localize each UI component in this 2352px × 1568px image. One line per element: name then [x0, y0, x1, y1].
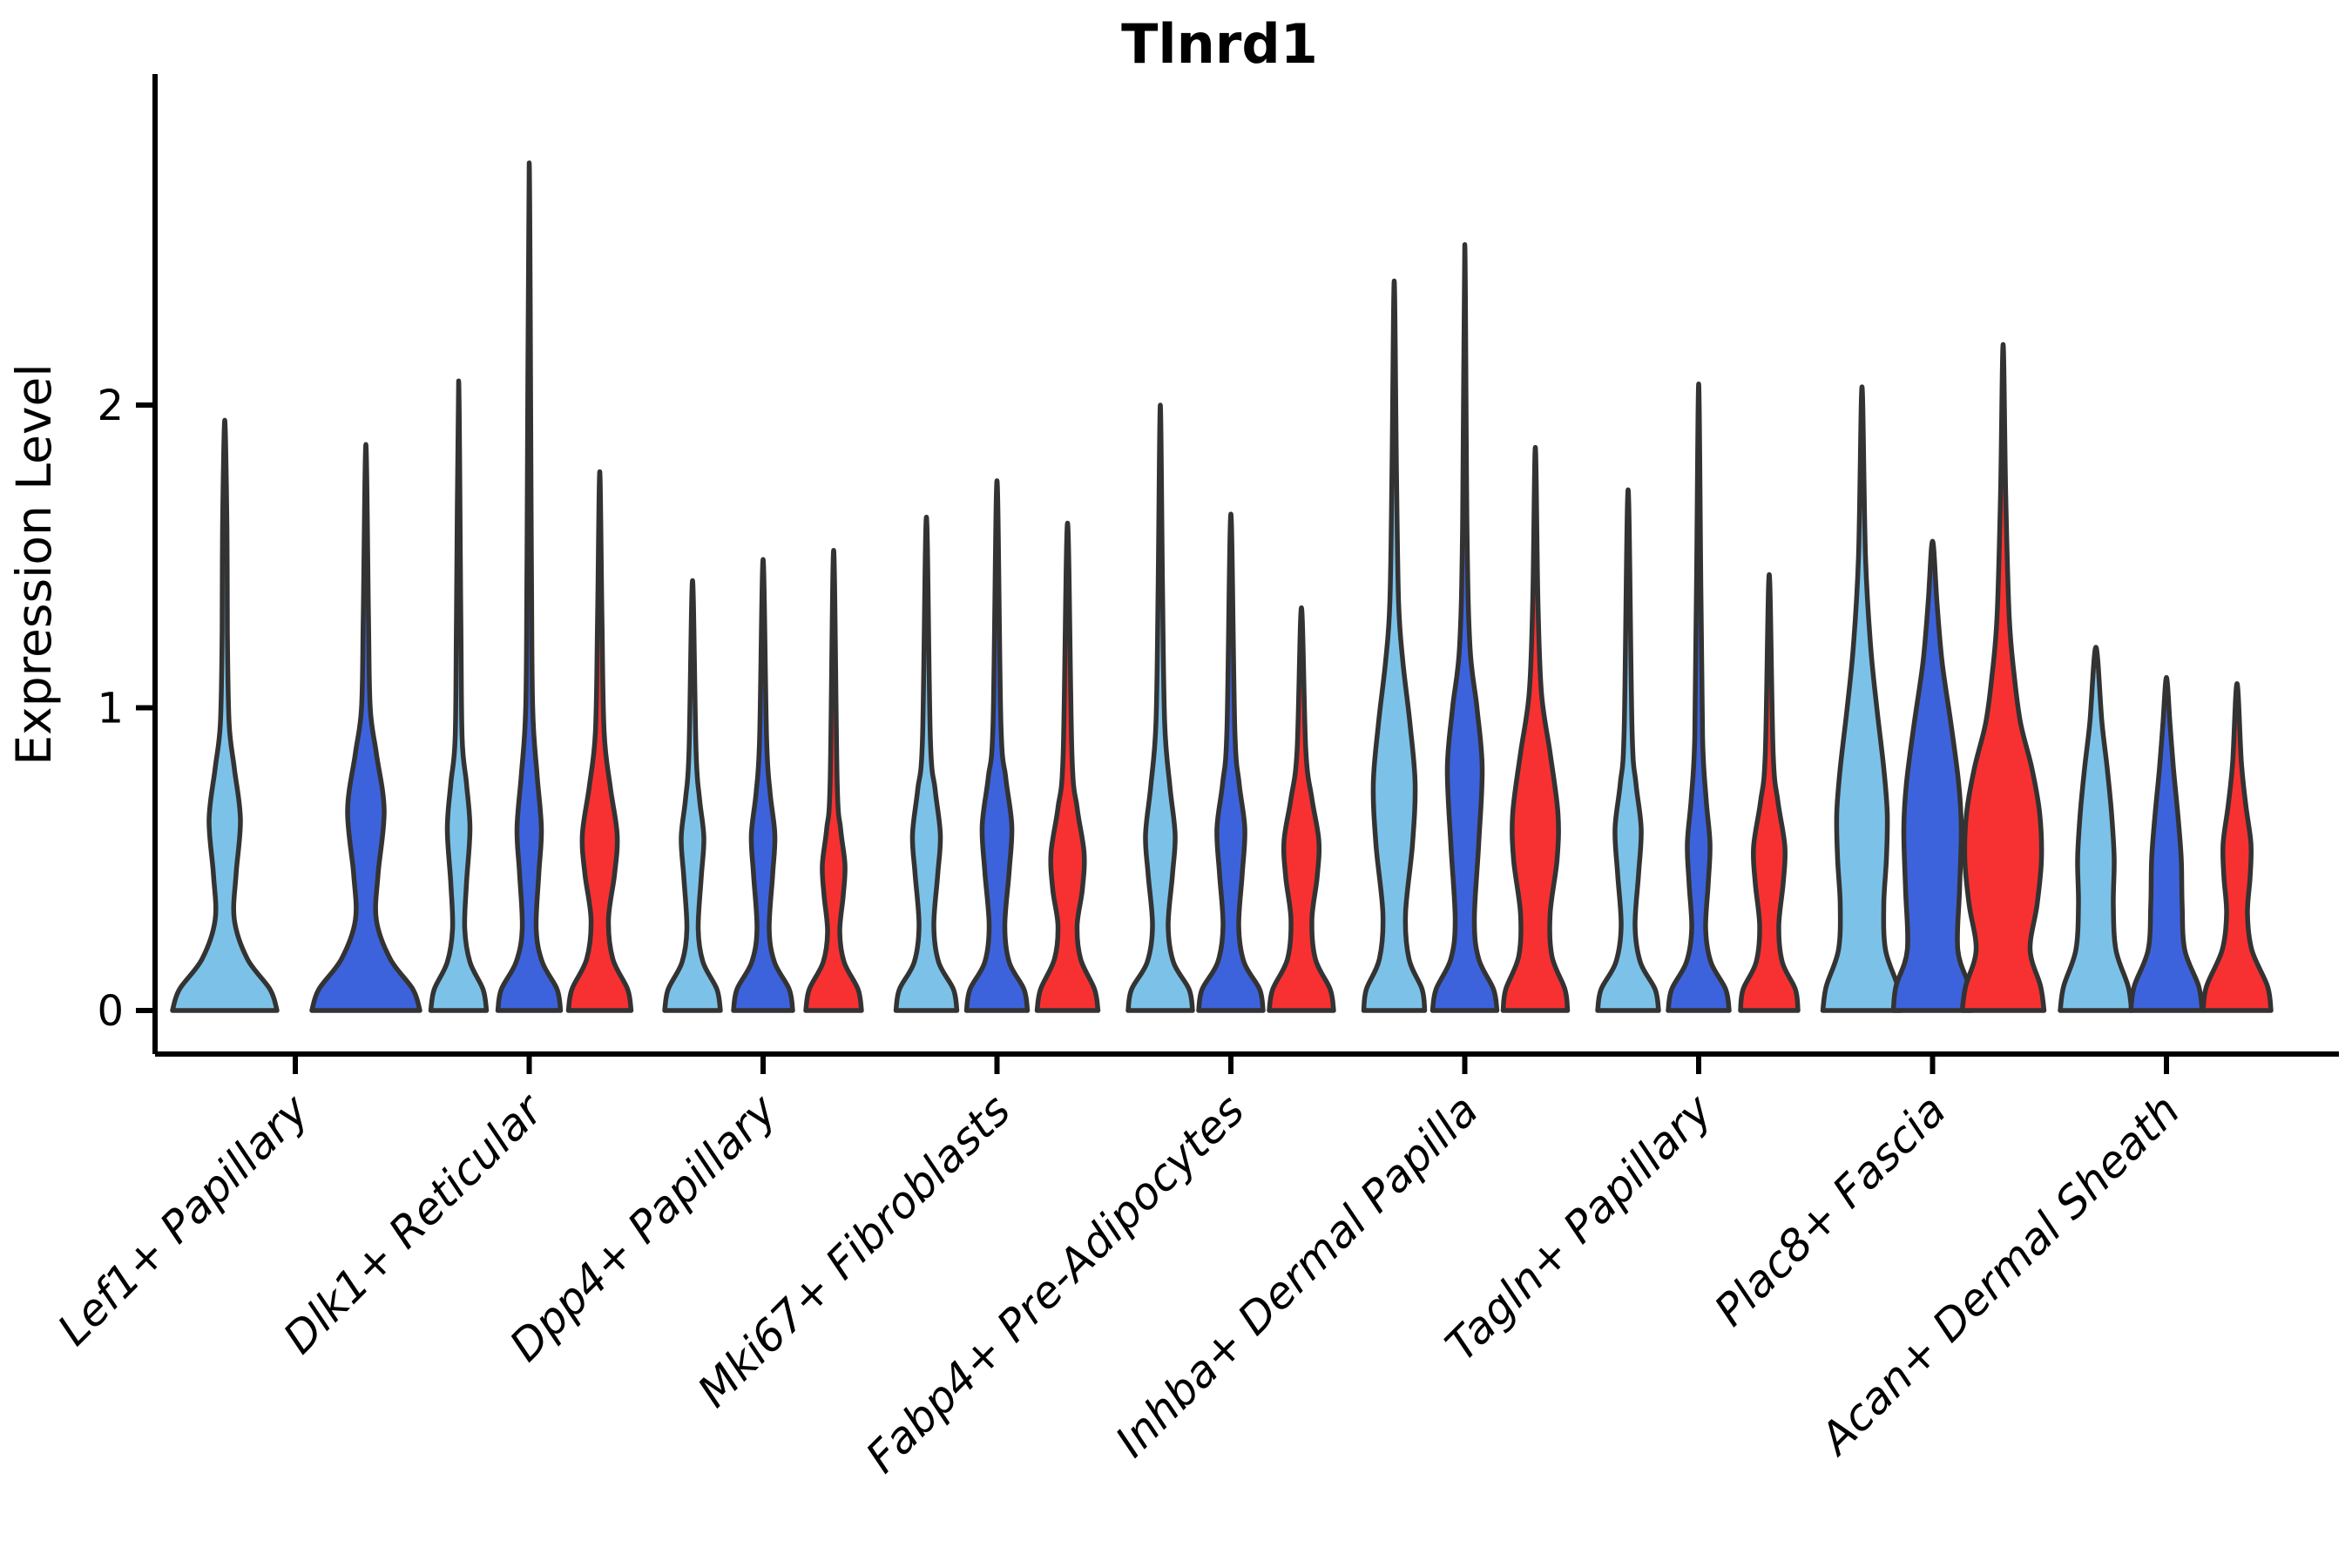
- violin-lightblue: [1820, 384, 1904, 1013]
- violin-lightblue: [1361, 278, 1428, 1013]
- violin-darkblue: [1890, 538, 1975, 1013]
- y-tick-label: 0: [97, 987, 124, 1036]
- violins-layer: [170, 160, 2274, 1013]
- violin-red: [1959, 341, 2047, 1013]
- violin-darkblue: [963, 478, 1031, 1013]
- violin-red: [1267, 605, 1336, 1013]
- x-tick-label: Lef1+ Papillary: [48, 1084, 319, 1355]
- violin-red: [1738, 571, 1801, 1013]
- violin-red: [565, 469, 634, 1013]
- violin-darkblue: [495, 160, 564, 1013]
- violin-darkblue: [1196, 511, 1266, 1013]
- violin-lightblue: [170, 417, 280, 1013]
- violin-red: [1500, 444, 1571, 1013]
- violin-darkblue: [731, 557, 795, 1013]
- chart-title: Tlnrd1: [1121, 12, 1318, 76]
- violin-lightblue: [1595, 487, 1661, 1013]
- violin-darkblue: [1666, 381, 1732, 1013]
- violin-red: [803, 548, 864, 1013]
- x-tick-label: Fabp4+ Pre-Adipocytes: [856, 1085, 1254, 1483]
- violin-lightblue: [1125, 402, 1195, 1013]
- y-axis-label: Expression Level: [6, 363, 62, 765]
- y-tick-label: 2: [97, 382, 124, 430]
- y-tick-label: 1: [97, 685, 124, 733]
- x-tick-label: Plac8+ Fascia: [1705, 1085, 1956, 1335]
- violin-lightblue: [428, 378, 490, 1013]
- violin-red: [1034, 520, 1101, 1013]
- violin-lightblue: [893, 514, 960, 1013]
- violin-lightblue: [662, 578, 723, 1013]
- violin-darkblue: [309, 442, 422, 1013]
- violin-darkblue: [2128, 675, 2205, 1013]
- violin-darkblue: [1429, 242, 1500, 1013]
- axes: [136, 74, 2339, 1074]
- violin-red: [2200, 680, 2274, 1013]
- x-tick-label: Dlk1+ Reticular: [274, 1083, 554, 1363]
- violin-lightblue: [2058, 645, 2134, 1013]
- y-tick-labels: 0 1 2: [97, 382, 124, 1036]
